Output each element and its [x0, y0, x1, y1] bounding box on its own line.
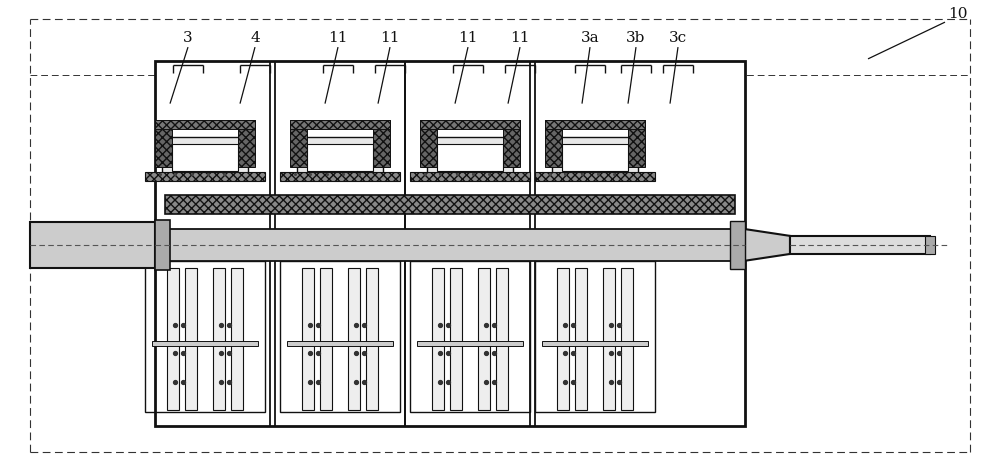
Bar: [320, 268, 332, 410]
Bar: [417, 341, 523, 346]
Bar: [231, 268, 243, 410]
Bar: [621, 268, 633, 410]
Bar: [348, 268, 360, 410]
Text: 3a: 3a: [581, 31, 599, 45]
Bar: [562, 144, 628, 171]
Bar: [366, 268, 378, 410]
Bar: [420, 120, 437, 167]
Bar: [155, 229, 745, 261]
Text: 10: 10: [948, 7, 968, 21]
Bar: [603, 268, 615, 410]
Text: 11: 11: [328, 31, 348, 45]
Bar: [307, 144, 373, 171]
Bar: [450, 268, 462, 410]
Bar: [280, 172, 400, 181]
Text: 3b: 3b: [626, 31, 646, 45]
Bar: [213, 268, 225, 410]
Bar: [162, 137, 248, 177]
Bar: [290, 120, 390, 129]
Text: 11: 11: [380, 31, 400, 45]
Bar: [290, 120, 307, 167]
Bar: [545, 120, 562, 167]
Bar: [185, 268, 197, 410]
Text: 4: 4: [250, 31, 260, 45]
Text: 11: 11: [458, 31, 478, 45]
Bar: [238, 120, 255, 167]
Bar: [557, 268, 569, 410]
Bar: [496, 268, 508, 410]
Bar: [410, 172, 530, 181]
Bar: [297, 137, 383, 177]
Polygon shape: [745, 229, 790, 261]
Bar: [30, 222, 155, 268]
Bar: [730, 221, 745, 268]
Bar: [302, 268, 314, 410]
Bar: [155, 120, 172, 167]
Bar: [478, 268, 490, 410]
Bar: [545, 120, 645, 129]
Bar: [535, 261, 655, 412]
Bar: [410, 261, 530, 412]
Bar: [628, 120, 645, 167]
Bar: [155, 61, 745, 426]
Text: 11: 11: [510, 31, 530, 45]
Bar: [287, 341, 393, 346]
Bar: [280, 261, 400, 412]
Bar: [432, 268, 444, 410]
Bar: [503, 120, 520, 167]
Bar: [542, 341, 648, 346]
Text: 3c: 3c: [669, 31, 687, 45]
Bar: [575, 268, 587, 410]
Text: 3: 3: [183, 31, 193, 45]
Bar: [373, 120, 390, 167]
Bar: [420, 120, 520, 129]
Bar: [172, 144, 238, 171]
Bar: [552, 137, 638, 177]
Bar: [535, 172, 655, 181]
Bar: [155, 220, 170, 270]
Bar: [165, 195, 735, 214]
Bar: [145, 172, 265, 181]
Bar: [925, 236, 935, 253]
Bar: [437, 144, 503, 171]
Bar: [167, 268, 179, 410]
Bar: [427, 137, 513, 177]
Bar: [152, 341, 258, 346]
Bar: [145, 261, 265, 412]
Bar: [155, 120, 255, 129]
Bar: [790, 236, 930, 254]
